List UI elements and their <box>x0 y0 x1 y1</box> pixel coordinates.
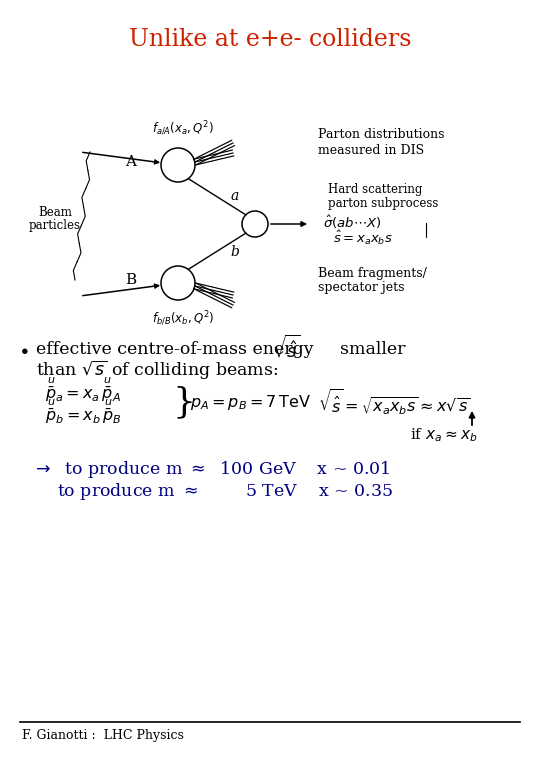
Text: a: a <box>231 189 239 203</box>
Text: A: A <box>125 155 137 169</box>
Text: Beam: Beam <box>38 207 72 219</box>
Text: }: } <box>172 385 195 419</box>
Text: $\hat{s} = x_a x_b s$: $\hat{s} = x_a x_b s$ <box>333 229 393 247</box>
Text: $f_{b/B}(x_b, Q^2)$: $f_{b/B}(x_b, Q^2)$ <box>152 310 214 328</box>
Text: spectator jets: spectator jets <box>318 281 404 293</box>
Text: B: B <box>125 273 137 287</box>
Text: smaller: smaller <box>340 342 406 359</box>
Text: $\overset{u}{\bar{p}}_a = x_a\, \overset{u}{\bar{p}}_A$: $\overset{u}{\bar{p}}_a = x_a\, \overset… <box>45 376 121 404</box>
Text: particles: particles <box>29 219 81 232</box>
Text: $\bullet$: $\bullet$ <box>18 341 29 360</box>
Text: $f_{a/A}(x_a, Q^2)$: $f_{a/A}(x_a, Q^2)$ <box>152 119 214 138</box>
Text: Parton distributions: Parton distributions <box>318 129 444 141</box>
Text: if $x_a \approx x_b$: if $x_a \approx x_b$ <box>410 426 477 444</box>
Text: Hard scattering: Hard scattering <box>328 183 422 197</box>
Text: $\sqrt{\hat{s}} = \sqrt{x_a x_b s} \approx x\sqrt{s}$: $\sqrt{\hat{s}} = \sqrt{x_a x_b s} \appr… <box>318 388 470 417</box>
Text: b: b <box>231 245 239 259</box>
Text: $\sqrt{\hat{s}}$: $\sqrt{\hat{s}}$ <box>272 334 300 362</box>
Text: Beam fragments/: Beam fragments/ <box>318 267 427 279</box>
Text: $\overset{u}{\bar{p}}_b = x_b\, \overset{u}{\bar{p}}_B$: $\overset{u}{\bar{p}}_b = x_b\, \overset… <box>45 398 122 426</box>
Text: $\hat{\sigma}(ab \cdots X)$: $\hat{\sigma}(ab \cdots X)$ <box>323 214 381 231</box>
Text: effective centre-of-mass energy: effective centre-of-mass energy <box>36 342 314 359</box>
Text: measured in DIS: measured in DIS <box>318 144 424 157</box>
Text: parton subprocess: parton subprocess <box>328 197 438 211</box>
Text: $\rightarrow$  to produce m $\approx$  100 GeV    x ~ 0.01: $\rightarrow$ to produce m $\approx$ 100… <box>32 459 390 480</box>
Text: $p_A = p_B = 7\,\mathrm{TeV}$: $p_A = p_B = 7\,\mathrm{TeV}$ <box>190 392 311 412</box>
Text: F. Gianotti :  LHC Physics: F. Gianotti : LHC Physics <box>22 729 184 743</box>
Text: than $\sqrt{s}$ of colliding beams:: than $\sqrt{s}$ of colliding beams: <box>36 359 278 381</box>
Text: to produce m $\approx$        5 TeV    x ~ 0.35: to produce m $\approx$ 5 TeV x ~ 0.35 <box>57 481 393 502</box>
Text: Unlike at e+e- colliders: Unlike at e+e- colliders <box>129 28 411 51</box>
